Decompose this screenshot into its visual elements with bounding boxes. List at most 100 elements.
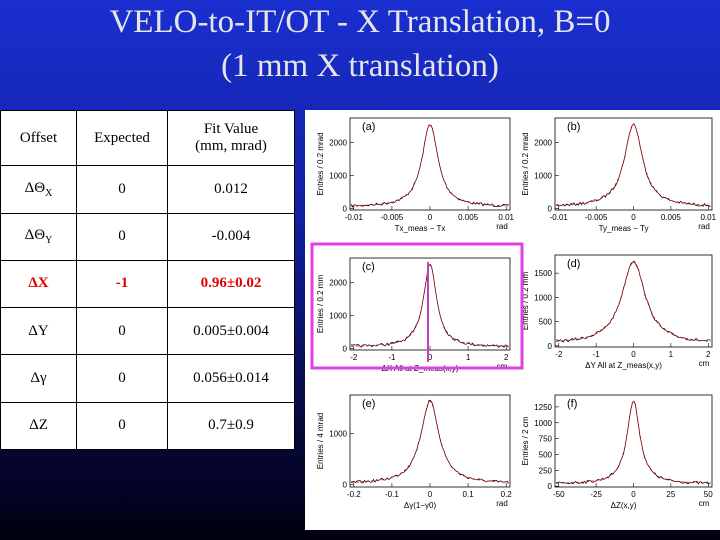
fit-cell: 0.012 [167, 165, 295, 214]
y-tick-label: 2000 [329, 139, 347, 148]
offset-symbol: ΔY [28, 322, 49, 339]
x-unit: cm [699, 359, 710, 368]
y-axis-label: Entries / 0.2 mrad [521, 132, 530, 195]
caption: Δγ(1−γ0) [404, 501, 437, 510]
panel-label: (a) [362, 121, 375, 133]
x-unit: cm [699, 499, 710, 508]
header-text: (mm, mrad) [195, 138, 267, 155]
x-tick-label: 1 [669, 350, 674, 359]
x-tick-label: 25 [666, 490, 675, 499]
expected-cell: 0 [76, 354, 168, 403]
histogram-shape [555, 123, 711, 207]
x-unit: rad [496, 499, 508, 508]
panel-label: (c) [362, 261, 375, 273]
offset-subscript: X [45, 187, 53, 199]
x-tick-label: -0.2 [347, 490, 361, 499]
x-tick-label: -2 [350, 353, 358, 362]
offset-cell: ΔY [0, 307, 77, 356]
fit-curve [350, 123, 509, 207]
offset-cell: ΔZ [0, 401, 77, 451]
panel-label: (f) [567, 398, 577, 410]
caption: ΔZ(x,y) [611, 501, 637, 510]
header-row: Offset Expected Fit Value (mm, mrad) [0, 109, 295, 167]
y-tick-label: 1000 [534, 293, 552, 302]
y-tick-label: 1000 [329, 429, 347, 438]
fit-cell: 0.7±0.9 [167, 401, 295, 451]
y-axis-label: Entries / 0.2 mm [316, 275, 325, 334]
panel-label: (d) [567, 258, 580, 270]
fit-curve [350, 400, 509, 483]
results-table: Offset Expected Fit Value (mm, mrad) ΔΘX 0 0.0… [0, 109, 295, 451]
offset-cell: ΔΘX [0, 165, 77, 214]
offset-symbol: Δγ [30, 370, 47, 386]
y-axis-label: Entries / 0.2 mm [521, 272, 530, 331]
y-tick-label: 1250 [534, 403, 552, 412]
offset-cell: ΔX [0, 259, 77, 309]
x-tick-label: 0 [631, 490, 636, 499]
x-tick-label: 0.1 [463, 490, 475, 499]
x-tick-label: -50 [553, 490, 565, 499]
x-unit: rad [698, 222, 710, 231]
expected-cell: 0 [76, 212, 168, 261]
y-tick-label: 0 [548, 342, 553, 351]
fit-cell: 0.96±0.02 [167, 259, 295, 309]
fit-cell: 0.005±0.004 [167, 307, 295, 356]
x-tick-label: -1 [593, 350, 601, 359]
figure-background [305, 110, 720, 530]
x-tick-label: -1 [388, 353, 396, 362]
offset-symbol: ΔΘ [24, 227, 46, 244]
y-tick-label: 0 [343, 344, 348, 353]
x-tick-label: -0.005 [381, 213, 404, 222]
histogram-shape [555, 261, 711, 343]
offset-symbol: ΔZ [29, 417, 48, 434]
x-tick-label: -0.1 [385, 490, 399, 499]
header-cell: Fit Value (mm, mrad) [167, 109, 295, 167]
caption: Ty_meas − Ty [599, 224, 649, 233]
fit-curve [555, 400, 711, 484]
offset-symbol: ΔΘ [24, 179, 46, 196]
y-tick-label: 0 [548, 482, 553, 491]
x-tick-label: -25 [590, 490, 602, 499]
highlight-box [310, 242, 524, 370]
x-tick-label: 0 [428, 353, 433, 362]
title-line: VELO-to-IT/OT - X Translation, B=0 [109, 4, 611, 40]
offset-symbol: ΔX [28, 275, 49, 292]
header-cell: Offset [0, 109, 77, 167]
y-tick-label: 1000 [534, 172, 552, 181]
title-line: (1 mm X translation) [221, 48, 499, 84]
y-tick-label: 250 [539, 466, 553, 475]
fit-curve [350, 263, 509, 347]
x-tick-label: 0.01 [498, 213, 514, 222]
expected-cell: 0 [76, 165, 168, 214]
y-tick-label: 750 [539, 435, 553, 444]
y-tick-label: 1000 [329, 172, 347, 181]
x-tick-label: -0.01 [550, 213, 569, 222]
x-tick-label: 0.005 [661, 213, 682, 222]
x-tick-label: 0.01 [700, 213, 716, 222]
fit-cell: 0.056±0.014 [167, 354, 295, 403]
table-row: ΔX -1 0.96±0.02 [0, 259, 295, 309]
offset-cell: Δγ [0, 354, 77, 403]
x-tick-label: 2 [504, 353, 509, 362]
expected-cell: 0 [76, 307, 168, 356]
y-tick-label: 1500 [534, 269, 552, 278]
header-text: Fit Value [203, 121, 259, 138]
x-tick-label: 0.2 [501, 490, 513, 499]
x-tick-label: 0.005 [458, 213, 479, 222]
header-cell: Expected [76, 109, 168, 167]
y-tick-label: 2000 [534, 139, 552, 148]
x-unit: rad [496, 222, 508, 231]
offset-subscript: Y [45, 235, 53, 247]
y-axis-label: Entries / 4 mrad [316, 413, 325, 469]
y-tick-label: 1000 [329, 312, 347, 321]
x-tick-label: 2 [706, 350, 711, 359]
y-tick-label: 1000 [534, 419, 552, 428]
table-row: ΔZ 0 0.7±0.9 [0, 401, 295, 451]
table-row: ΔΘX 0 0.012 [0, 165, 295, 214]
x-tick-label: 1 [466, 353, 471, 362]
x-tick-label: 0 [631, 213, 636, 222]
fit-cell: -0.004 [167, 212, 295, 261]
offset-cell: ΔΘY [0, 212, 77, 261]
caption: Tx_meas − Tx [395, 224, 446, 233]
